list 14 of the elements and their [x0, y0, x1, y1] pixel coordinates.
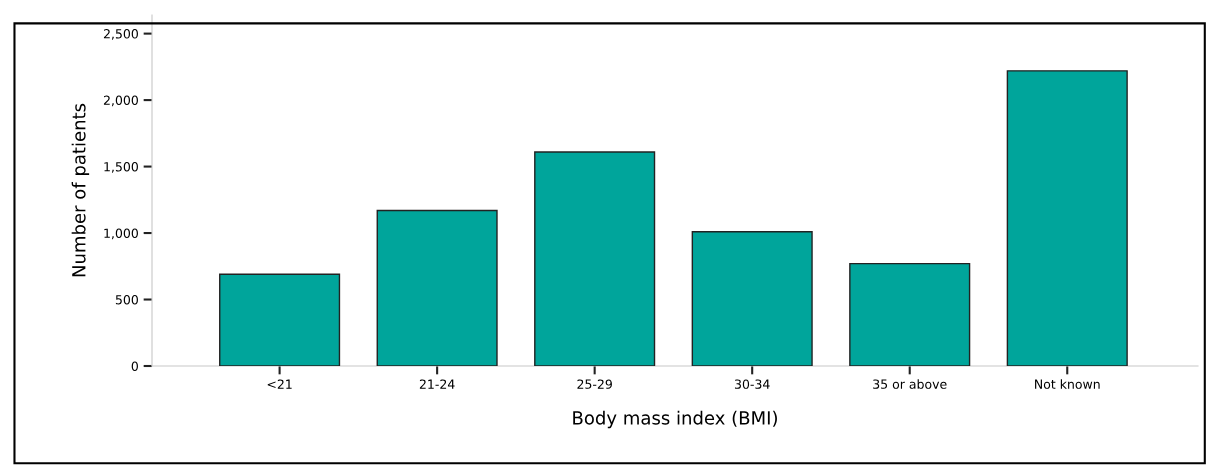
y-tick-label: 0 [131, 361, 138, 371]
x-tick-label: 30-34 [734, 379, 770, 389]
y-tick-label: 500 [115, 294, 138, 305]
x-tick-label: 25-29 [577, 379, 612, 389]
y-tick-label: 2,000 [103, 95, 138, 107]
x-tick-label: 35 or above [873, 379, 947, 389]
x-axis-title: Body mass index (BMI) [573, 410, 777, 429]
x-tick-label: <21 [267, 379, 292, 389]
y-axis-title: Number of patients [71, 103, 90, 277]
y-tick-label: 2,500 [103, 29, 138, 40]
x-tick-label: Not known [1035, 379, 1100, 389]
y-tick-label: 1,000 [104, 228, 138, 240]
y-tick-label: 1,500 [104, 162, 138, 173]
x-tick-label: 21-24 [419, 379, 455, 389]
